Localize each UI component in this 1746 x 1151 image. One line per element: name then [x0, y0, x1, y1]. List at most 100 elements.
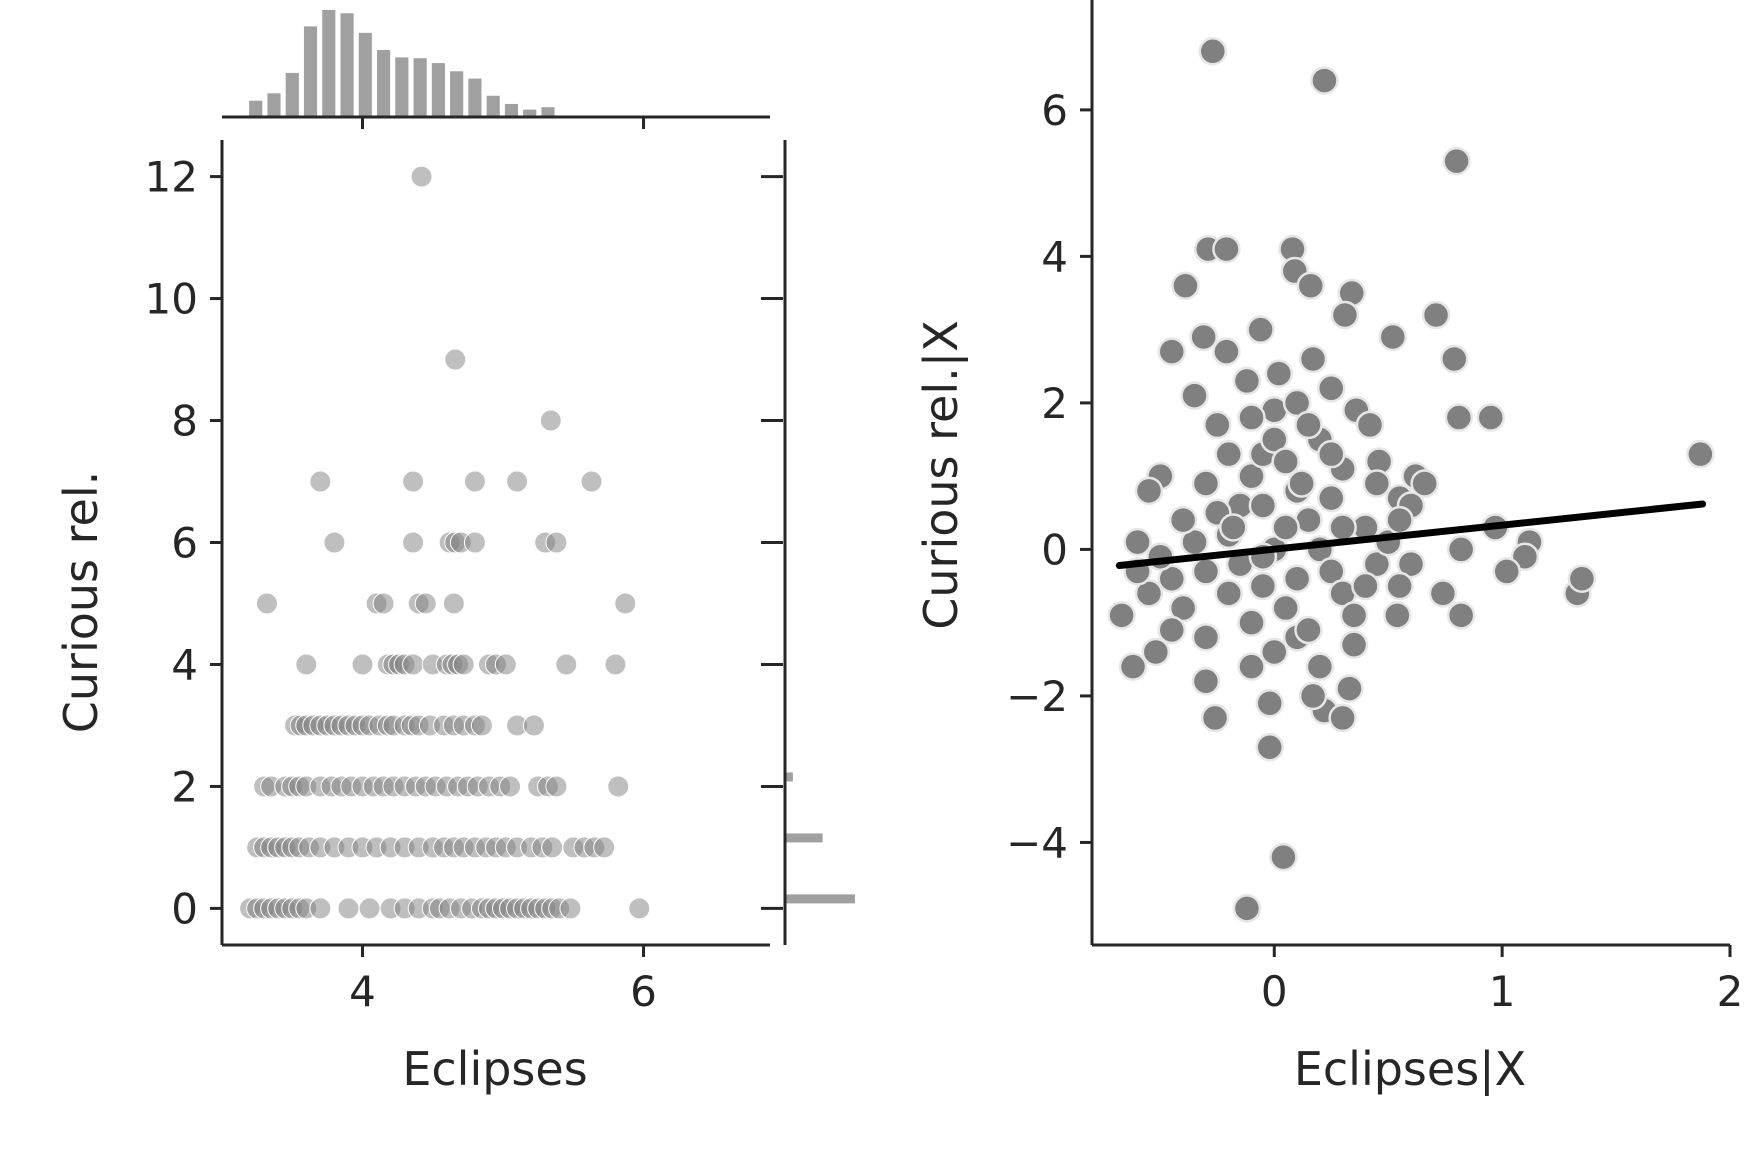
scatter-point: [1294, 410, 1323, 440]
y-tick-label: 4: [171, 640, 198, 689]
histogram-bar: [468, 78, 482, 117]
scatter-point: [580, 470, 603, 493]
histogram-bar: [523, 109, 537, 117]
scatter-point: [1255, 732, 1284, 762]
scatter-point: [1248, 571, 1278, 601]
scatter-point: [1168, 505, 1198, 535]
scatter-point: [470, 714, 493, 737]
scatter-point: [1123, 527, 1152, 557]
histogram-bar: [395, 57, 409, 117]
y-tick-label: 2: [171, 762, 198, 811]
right-regression-plot: −4 −2 0 2 4 6 0 1 2 Eclipses|X Curious rel.|X: [914, 0, 1743, 1097]
scatter-point: [614, 592, 637, 615]
scatter-point: [1492, 557, 1521, 586]
x-tick-label: 1: [1489, 967, 1516, 1016]
histogram-bar: [267, 93, 281, 117]
scatter-point: [410, 165, 433, 188]
y-tick-label: −4: [1006, 818, 1068, 867]
histogram-bar: [358, 32, 372, 118]
regression-line: [1115, 500, 1707, 570]
scatter-point: [1134, 476, 1164, 506]
y-tick-label: 4: [1041, 232, 1068, 281]
scatter-point: [1310, 66, 1339, 95]
x-tick-label: 0: [1261, 967, 1288, 1016]
scatter-point: [593, 836, 616, 859]
left-jointplot: 0 2 4 6 8 10 12 4 6 Eclipses Curious rel.: [54, 10, 855, 1096]
right-fit-line: [1115, 500, 1707, 570]
marginal-y-histogram: [761, 140, 855, 945]
scatter-point: [323, 531, 346, 554]
scatter-point: [309, 897, 332, 920]
histogram-bar: [285, 72, 299, 117]
histogram-bar: [249, 100, 263, 117]
scatter-point: [1298, 344, 1328, 374]
scatter-point: [337, 897, 360, 920]
y-tick-label: 10: [145, 275, 198, 324]
histogram-bar: [413, 58, 427, 117]
scatter-point: [1339, 630, 1369, 659]
scatter-point: [1339, 601, 1369, 630]
scatter-point: [1335, 674, 1364, 703]
scatter-point: [545, 775, 568, 798]
histogram-bar: [303, 26, 318, 118]
scatter-point: [1446, 601, 1476, 630]
scatter-point: [1442, 146, 1471, 176]
histogram-bar: [450, 71, 464, 117]
scatter-point: [1157, 615, 1186, 645]
y-tick-label: −2: [1006, 672, 1068, 721]
scatter-point: [1476, 403, 1505, 432]
scatter-point: [1203, 410, 1232, 440]
scatter-point: [1446, 535, 1476, 564]
scatter-point: [1271, 513, 1300, 542]
scatter-point: [1385, 505, 1414, 535]
scatter-point: [1248, 491, 1278, 520]
scatter-point: [1385, 571, 1414, 601]
y-tick-label: 6: [171, 519, 198, 568]
scatter-point: [1191, 557, 1221, 586]
scatter-point: [1362, 469, 1392, 498]
y-tick-label: 0: [1041, 525, 1068, 574]
scatter-point: [541, 836, 564, 859]
histogram-bar: [785, 772, 793, 782]
right-axes: −4 −2 0 2 4 6 0 1 2: [1006, 0, 1743, 1016]
scatter-point: [1237, 403, 1266, 432]
scatter-point: [1282, 388, 1312, 418]
scatter-point: [1189, 322, 1218, 352]
scatter-point: [1317, 557, 1346, 586]
scatter-point: [604, 653, 627, 676]
scatter-point: [1317, 483, 1346, 513]
scatter-point: [1219, 513, 1248, 542]
scatter-point: [452, 653, 475, 676]
histogram-bar: [340, 13, 354, 118]
scatter-point: [1378, 322, 1408, 352]
scatter-point: [1212, 337, 1241, 366]
scatter-point: [1246, 315, 1275, 344]
left-scatter-points: [239, 165, 651, 920]
scatter-point: [1171, 271, 1200, 300]
scatter-point: [1237, 461, 1266, 491]
scatter-point: [372, 592, 395, 615]
scatter-point: [1269, 842, 1298, 872]
scatter-point: [402, 470, 425, 493]
histogram-bar: [785, 894, 855, 904]
scatter-point: [1264, 359, 1294, 388]
scatter-point: [499, 775, 522, 798]
left-x-axis-label: Eclipses: [402, 1042, 587, 1096]
scatter-point: [1260, 637, 1289, 667]
scatter-point: [1255, 689, 1284, 718]
histogram-bar: [486, 95, 500, 117]
scatter-point: [607, 775, 630, 798]
scatter-point: [444, 348, 467, 371]
histogram-bar: [541, 107, 555, 117]
marginal-x-histogram: [222, 10, 770, 129]
left-axes: 0 2 4 6 8 10 12 4 6: [145, 140, 770, 1016]
x-tick-label: 4: [349, 967, 376, 1016]
scatter-point: [1237, 608, 1266, 637]
scatter-point: [494, 653, 517, 676]
scatter-point: [1260, 425, 1289, 454]
scatter-point: [1118, 652, 1148, 681]
scatter-point: [1214, 439, 1243, 469]
scatter-point: [358, 897, 381, 920]
histogram-bar: [504, 103, 519, 117]
